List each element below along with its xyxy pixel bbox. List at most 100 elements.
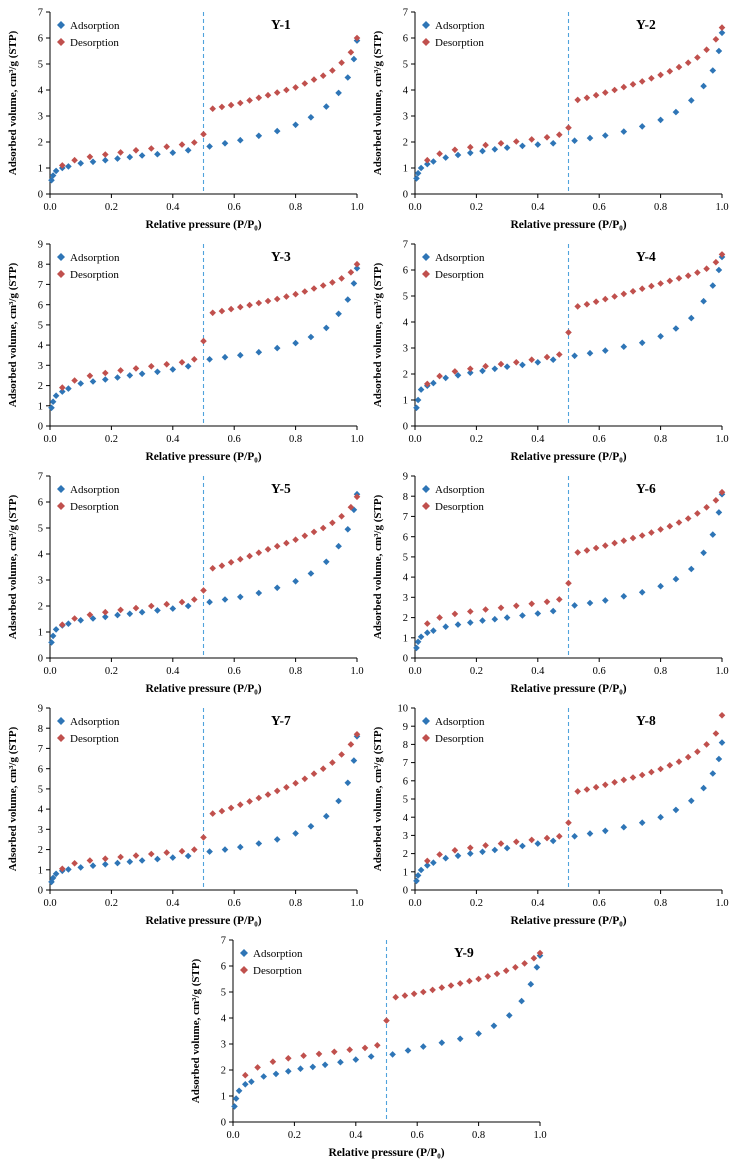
svg-text:4: 4 [403, 573, 409, 584]
svg-text:0: 0 [403, 190, 408, 201]
svg-text:4: 4 [403, 86, 409, 97]
legend-desorption: Desorption [57, 733, 119, 745]
chart-canvas: 0 1 2 3 4 5 6 7 8 9 0.0 0.2 0.4 0.6 0.8 1.0 Adsorbed vol… [7, 240, 364, 463]
x-tick-labels: 0.0 0.2 0.4 0.6 0.8 1.0 [408, 898, 728, 909]
svg-text:Desorption: Desorption [435, 269, 484, 281]
svg-text:5: 5 [403, 553, 408, 564]
svg-text:0.2: 0.2 [105, 434, 118, 445]
svg-text:Desorption: Desorption [70, 501, 119, 513]
y-axis-title: Adsorbed volume, cm³/g (STP) [7, 30, 19, 175]
svg-text:7: 7 [38, 280, 43, 291]
svg-text:8: 8 [38, 260, 43, 271]
svg-text:1: 1 [38, 865, 43, 876]
adsorption-points [48, 490, 361, 646]
svg-text:0.8: 0.8 [289, 202, 302, 213]
svg-text:2: 2 [38, 845, 43, 856]
svg-text:0.8: 0.8 [289, 898, 302, 909]
y-tick-labels: 0 1 2 3 4 5 6 7 [220, 936, 226, 1129]
svg-text:0.6: 0.6 [593, 202, 606, 213]
x-axis-title: Relative pressure (P/P₀) [510, 219, 626, 231]
svg-text:4: 4 [38, 341, 44, 352]
legend: Adsorption Desorption [57, 20, 120, 49]
svg-text:7: 7 [403, 240, 408, 251]
svg-text:3: 3 [38, 112, 43, 123]
y-tick-labels: 0 1 2 3 4 5 6 7 [403, 8, 409, 201]
svg-text:Desorption: Desorption [435, 37, 484, 49]
svg-text:0.0: 0.0 [408, 202, 421, 213]
svg-text:0.0: 0.0 [408, 666, 421, 677]
svg-text:4: 4 [403, 813, 409, 824]
svg-text:9: 9 [38, 704, 43, 715]
legend: Adsorption Desorption [422, 20, 485, 49]
y-tick-labels: 0 1 2 3 4 5 6 7 8 9 [38, 240, 44, 433]
svg-text:4: 4 [403, 318, 409, 329]
desorption-points [59, 493, 361, 628]
svg-text:3: 3 [38, 361, 43, 372]
svg-text:Adsorption: Adsorption [435, 484, 485, 496]
x-axis-title: Relative pressure (P/P₀) [145, 915, 261, 927]
svg-text:4: 4 [220, 1014, 226, 1025]
svg-text:0: 0 [38, 886, 43, 897]
svg-text:0.2: 0.2 [470, 898, 483, 909]
legend-desorption: Desorption [57, 501, 119, 513]
svg-text:7: 7 [403, 8, 408, 19]
svg-text:Adsorption: Adsorption [70, 20, 120, 32]
svg-text:0.0: 0.0 [43, 666, 56, 677]
svg-text:0.8: 0.8 [654, 202, 667, 213]
svg-text:0.8: 0.8 [654, 666, 667, 677]
svg-text:0: 0 [403, 654, 408, 665]
chart-canvas: 0 1 2 3 4 5 6 7 0.0 0.2 0.4 0.6 0.8 1.0 Adsorbed volum… [372, 8, 729, 231]
svg-text:5: 5 [403, 60, 408, 71]
chart-y-2: 0 1 2 3 4 5 6 7 0.0 0.2 0.4 0.6 0.8 1.0 Adsorbed volum… [369, 2, 734, 234]
x-tick-labels: 0.0 0.2 0.4 0.6 0.8 1.0 [226, 1130, 546, 1141]
svg-text:6: 6 [38, 764, 43, 775]
y-axis-title: Adsorbed volume, cm³/g (STP) [7, 494, 19, 639]
chart-title: Y-3 [271, 249, 291, 264]
svg-text:0.0: 0.0 [226, 1130, 239, 1141]
svg-text:Desorption: Desorption [435, 501, 484, 513]
svg-text:7: 7 [38, 472, 43, 483]
y-axis-title: Adsorbed volume, cm³/g (STP) [372, 262, 384, 407]
chart-y-1: 0 1 2 3 4 5 6 7 0.0 0.2 0.4 0.6 0.8 1.0 Adsorbed volum… [4, 2, 369, 234]
svg-text:6: 6 [403, 34, 408, 45]
desorption-points [424, 251, 726, 388]
svg-text:3: 3 [38, 576, 43, 587]
legend-desorption: Desorption [57, 37, 119, 49]
svg-text:1: 1 [403, 164, 408, 175]
chart-canvas: 0 1 2 3 4 5 6 7 0.0 0.2 0.4 0.6 0.8 1.0 Adsorbed volum… [190, 936, 547, 1159]
svg-text:3: 3 [38, 825, 43, 836]
chart-canvas: 0 1 2 3 4 5 6 7 8 9 10 0.0 0.2 0.4 0.6 0.8 1.0 Adsorbed v… [372, 704, 729, 927]
legend-desorption: Desorption [422, 269, 484, 281]
x-axis-title: Relative pressure (P/P₀) [328, 1147, 444, 1159]
svg-text:0.6: 0.6 [228, 898, 241, 909]
svg-text:0: 0 [38, 654, 43, 665]
svg-text:1: 1 [403, 867, 408, 878]
legend: Adsorption Desorption [57, 252, 120, 281]
legend: Adsorption Desorption [57, 484, 120, 513]
legend-adsorption: Adsorption [57, 716, 120, 728]
svg-text:9: 9 [403, 722, 408, 733]
svg-text:5: 5 [403, 292, 408, 303]
x-tick-labels: 0.0 0.2 0.4 0.6 0.8 1.0 [43, 666, 363, 677]
y-axis-title: Adsorbed volume, cm³/g (STP) [7, 262, 19, 407]
svg-text:6: 6 [403, 776, 408, 787]
svg-text:6: 6 [38, 300, 43, 311]
legend-adsorption: Adsorption [57, 252, 120, 264]
svg-text:Adsorption: Adsorption [70, 484, 120, 496]
svg-text:4: 4 [38, 805, 44, 816]
svg-text:0: 0 [38, 422, 43, 433]
chart-y-9: 0 1 2 3 4 5 6 7 0.0 0.2 0.4 0.6 0.8 1.0 Adsorbed volum… [187, 930, 552, 1162]
svg-text:0.4: 0.4 [166, 898, 180, 909]
y-axis-title: Adsorbed volume, cm³/g (STP) [7, 726, 19, 871]
svg-text:0.6: 0.6 [228, 202, 241, 213]
svg-text:8: 8 [403, 740, 408, 751]
x-axis-title: Relative pressure (P/P₀) [510, 915, 626, 927]
legend-desorption: Desorption [239, 965, 302, 977]
legend-adsorption: Adsorption [239, 948, 303, 960]
svg-text:2: 2 [38, 381, 43, 392]
legend: Adsorption Desorption [422, 716, 485, 745]
svg-text:3: 3 [220, 1040, 225, 1051]
svg-text:0.4: 0.4 [166, 666, 180, 677]
chart-y-6: 0 1 2 3 4 5 6 7 8 9 0.0 0.2 0.4 0.6 0.8 1.0 Adsorbed vol… [369, 466, 734, 698]
svg-text:1.0: 1.0 [715, 666, 728, 677]
